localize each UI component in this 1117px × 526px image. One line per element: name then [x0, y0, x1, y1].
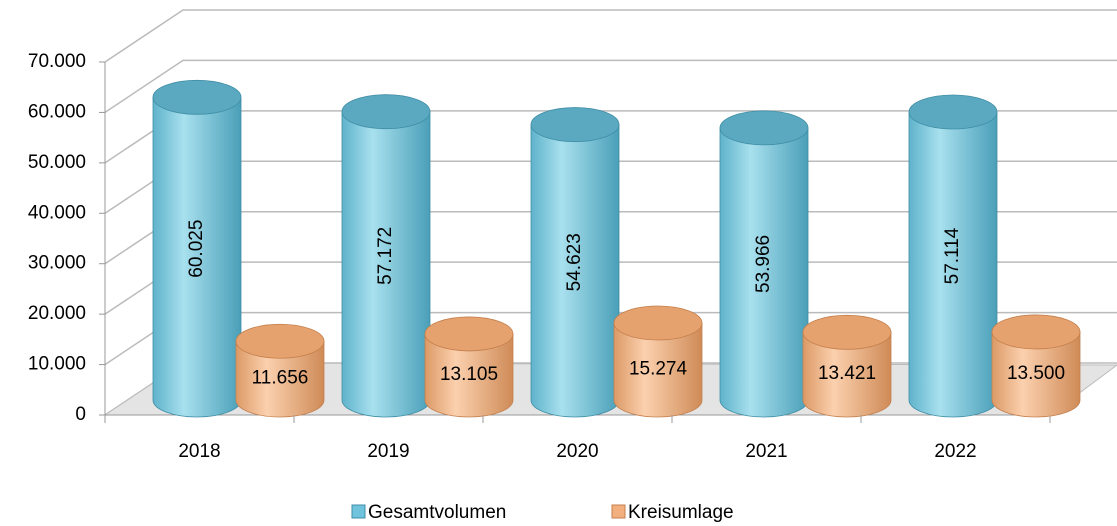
x-tick-label: 2022 — [934, 441, 976, 462]
x-tick-label: 2018 — [178, 441, 220, 462]
grid-line — [104, 59, 1117, 114]
y-tick-label: 50.000 — [28, 152, 86, 173]
legend-swatch — [611, 504, 626, 519]
data-label: 57.114 — [942, 227, 963, 284]
y-tick-label: 20.000 — [28, 303, 86, 324]
bar-top — [152, 79, 242, 115]
bar-top — [530, 107, 620, 142]
bar — [424, 333, 514, 418]
grid-line — [104, 9, 1117, 63]
legend-swatch — [351, 504, 366, 519]
bar-top — [424, 316, 514, 352]
bar-top — [991, 314, 1081, 350]
bar — [991, 331, 1081, 418]
data-label: 54.623 — [564, 233, 585, 291]
data-label: 15.274 — [629, 359, 688, 380]
bar-top — [341, 94, 431, 130]
y-tick-label: 60.000 — [28, 101, 86, 122]
data-label: 60.025 — [186, 220, 207, 278]
x-tick-label: 2019 — [367, 441, 409, 462]
data-label: 13.500 — [1007, 363, 1065, 384]
y-tick-label: 40.000 — [28, 202, 86, 223]
data-label: 57.172 — [375, 227, 396, 285]
bar — [802, 331, 892, 418]
legend-label: Gesamtvolumen — [368, 502, 506, 523]
y-tick-label: 0 — [75, 404, 86, 425]
bar-top — [908, 94, 998, 130]
x-tick-label: 2021 — [745, 441, 787, 462]
bar — [235, 340, 325, 418]
x-tick-label: 2020 — [556, 441, 598, 462]
bar — [613, 322, 703, 418]
bar-top — [613, 305, 703, 341]
y-tick-label: 10.000 — [28, 354, 86, 375]
bar-top — [235, 323, 325, 359]
bar-top — [802, 314, 892, 350]
data-label: 13.421 — [818, 363, 876, 384]
legend-label: Kreisumlage — [628, 502, 734, 523]
data-label: 13.105 — [440, 364, 498, 385]
y-tick-label: 70.000 — [28, 51, 86, 72]
data-label: 53.966 — [753, 235, 774, 293]
y-tick-label: 30.000 — [28, 253, 86, 274]
bar-top — [719, 110, 809, 146]
data-label: 11.656 — [252, 368, 309, 389]
